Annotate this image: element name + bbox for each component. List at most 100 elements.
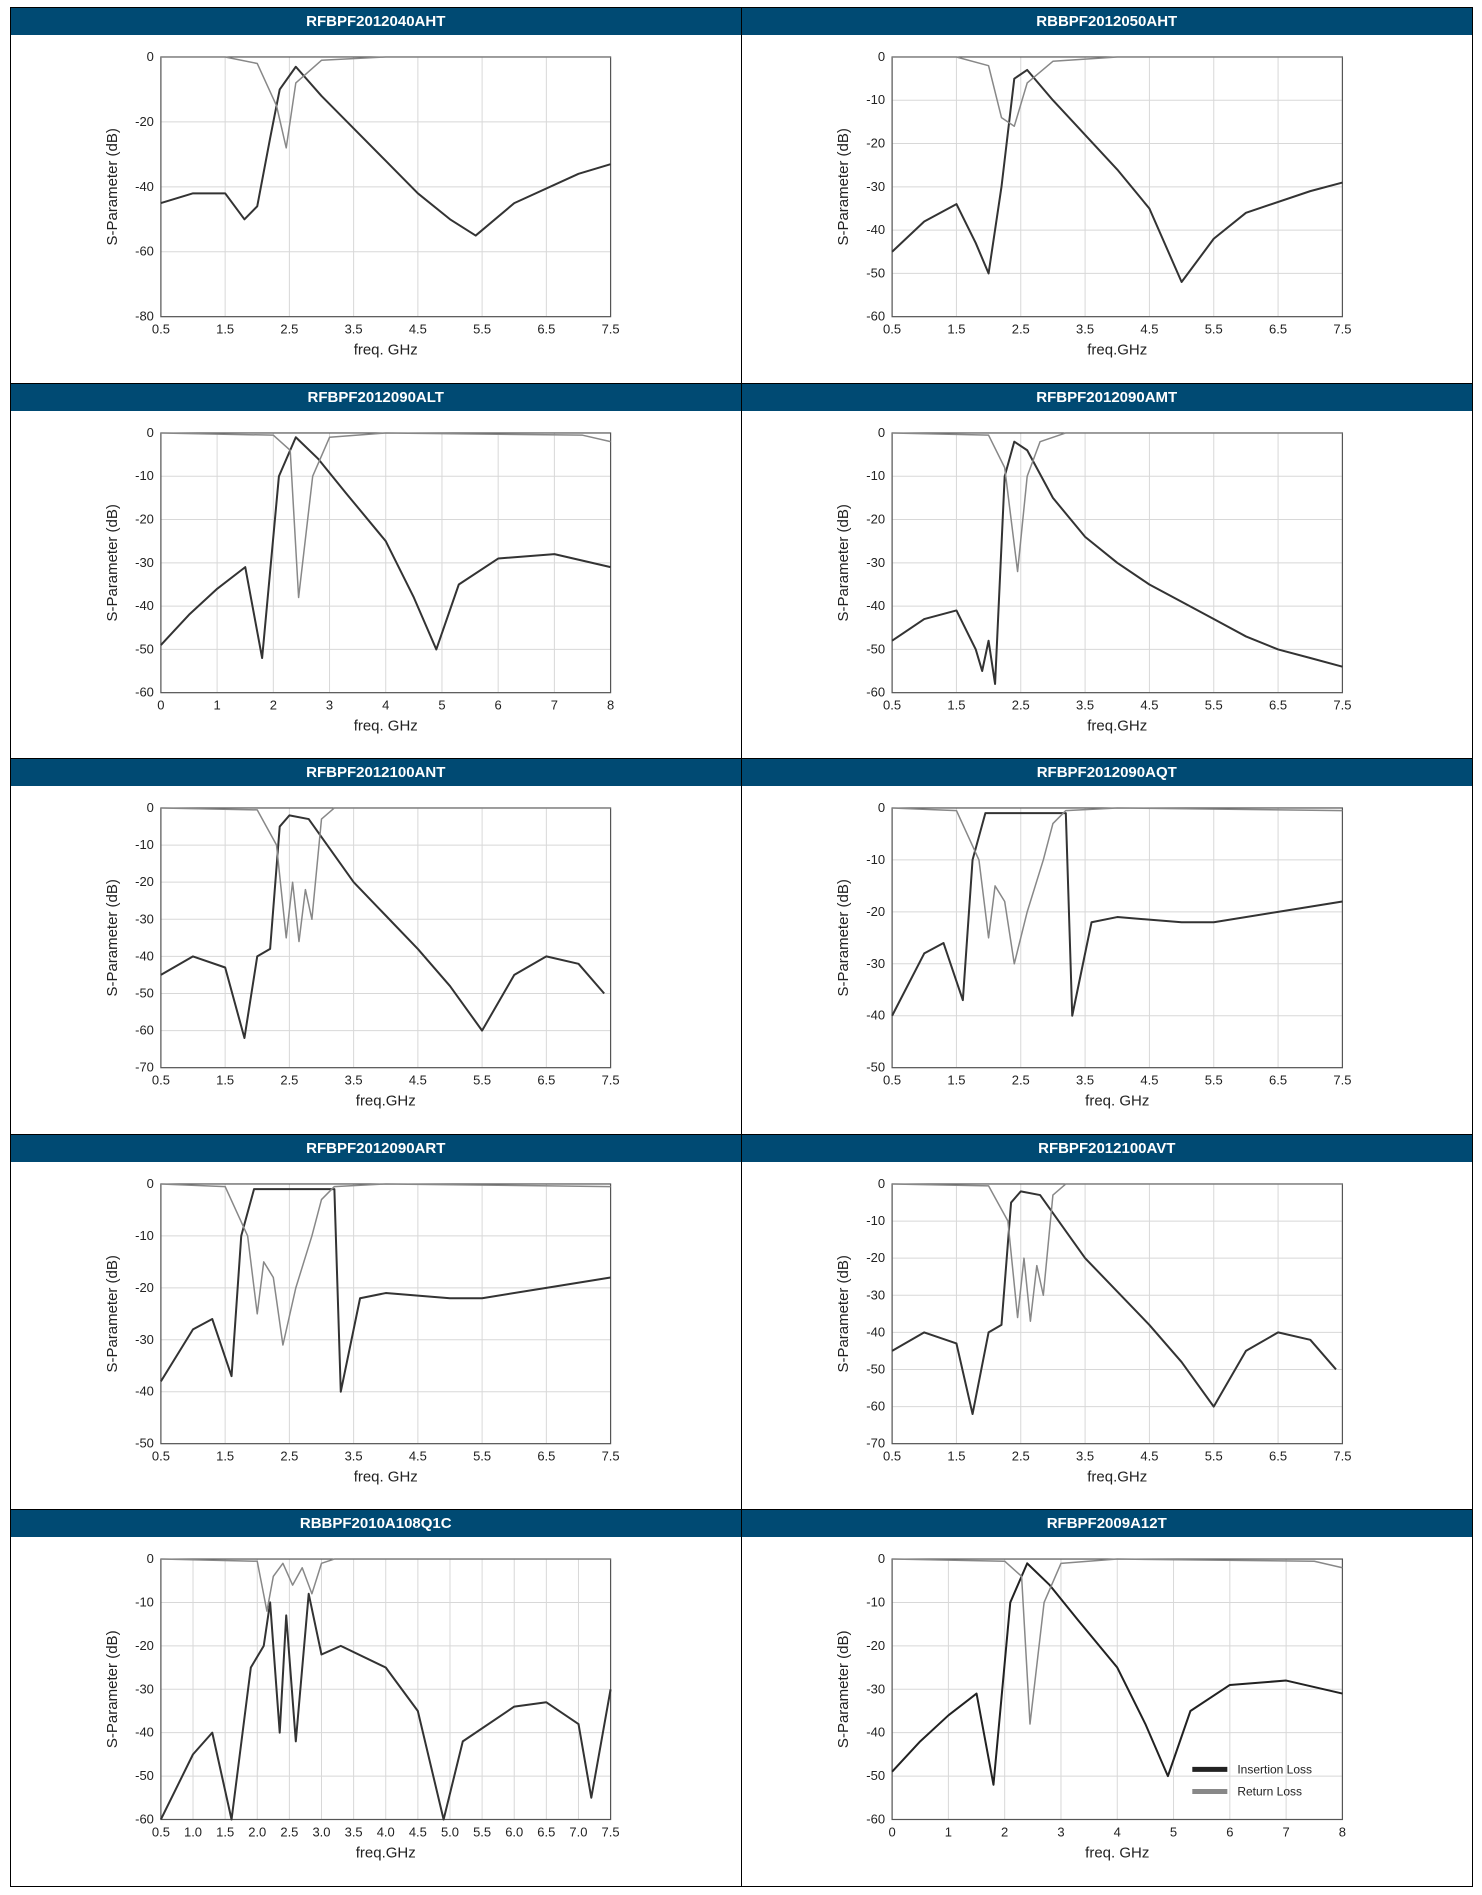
x-tick-label: 5.5 <box>473 1073 491 1088</box>
chart-cell: RFBPF2012090ALT 0 1 2 3 4 5 6 7 8 0 -10 -20 -30 -40 -50… <box>11 383 742 760</box>
x-tick-label: 3.5 <box>1076 1073 1094 1088</box>
x-tick-label: 3 <box>326 697 333 712</box>
y-tick-label: -20 <box>866 904 885 919</box>
x-tick-label: 7 <box>1282 1825 1289 1840</box>
y-tick-label: -10 <box>135 1595 154 1610</box>
chart-title: RFBPF2012040AHT <box>11 8 741 35</box>
y-tick-label: -50 <box>135 986 154 1001</box>
x-tick-label: 4.5 <box>409 1073 427 1088</box>
x-tick-label: 7.5 <box>1333 697 1351 712</box>
chart-title: RFBPF2012100AVT <box>741 1134 1472 1162</box>
s-parameter-chart: 0.5 1.5 2.5 3.5 4.5 5.5 6.5 7.5 0 -20 -40 -60 -80 fre… <box>104 49 620 359</box>
x-tick-label: 7.5 <box>1333 1073 1351 1088</box>
x-tick-label: 6.5 <box>537 1448 555 1463</box>
x-tick-label: 5.5 <box>473 1825 491 1840</box>
x-tick-label: 5.5 <box>473 1448 491 1463</box>
y-tick-label: -20 <box>866 1638 885 1653</box>
chart-cell: RFBPF2012100AVT 0.5 1.5 2.5 3.5 4.5 5.5 6.5 7.5 0… <box>741 1134 1472 1511</box>
y-tick-label: -30 <box>866 1287 885 1302</box>
x-tick-label: 6.5 <box>1269 1073 1287 1088</box>
series-line <box>160 1593 612 1821</box>
x-tick-label: 2.5 <box>1011 322 1029 337</box>
y-tick-label: -40 <box>866 222 885 237</box>
x-tick-label: 1.5 <box>947 1448 965 1463</box>
x-axis-label: freq. GHz <box>354 717 418 734</box>
x-tick-label: 1.5 <box>216 1825 234 1840</box>
y-tick-label: -50 <box>866 1060 885 1075</box>
y-tick-label: -50 <box>135 1768 154 1783</box>
series-line <box>160 65 611 237</box>
plot-frame <box>160 1183 612 1445</box>
s-parameter-chart: 0 1 2 3 4 5 6 7 8 0 -10 -20 -30 -40 -50 -60 freq. GHz S-P… <box>104 425 614 735</box>
x-tick-label: 6.5 <box>537 1073 555 1088</box>
y-tick-label: -30 <box>135 1332 154 1347</box>
x-tick-label: 3.5 <box>345 1448 363 1463</box>
series-line <box>891 1558 1343 1726</box>
chart-title: RFBPF2012090AMT <box>741 383 1472 411</box>
y-tick-label: -50 <box>135 1435 154 1450</box>
x-axis-label: freq. GHz <box>1085 1845 1149 1862</box>
y-tick-label: -60 <box>135 244 154 259</box>
x-tick-label: 0.5 <box>152 1448 170 1463</box>
x-tick-label: 2 <box>270 697 277 712</box>
chart-title: RFBPF2012090AQT <box>741 759 1472 787</box>
x-axis-label: freq. GHz <box>1085 1093 1149 1110</box>
series-line <box>160 807 611 943</box>
chart-title: RBBPF2012050AHT <box>741 8 1472 35</box>
x-tick-label: 3.0 <box>312 1825 330 1840</box>
x-tick-label: 1.5 <box>947 1073 965 1088</box>
y-axis-label: S-Parameter (dB) <box>104 504 121 621</box>
y-tick-label: -50 <box>866 265 885 280</box>
y-tick-label: -40 <box>866 1008 885 1023</box>
x-tick-label: 3.5 <box>345 1825 363 1840</box>
y-tick-label: -30 <box>866 1682 885 1697</box>
x-tick-label: 1.0 <box>184 1825 202 1840</box>
y-tick-label: -20 <box>866 1250 885 1265</box>
y-tick-label: 0 <box>877 1551 884 1566</box>
series-line <box>160 814 605 1040</box>
x-tick-label: 6.5 <box>537 1825 555 1840</box>
y-tick-label: -70 <box>135 1060 154 1075</box>
y-tick-label: -40 <box>866 1725 885 1740</box>
y-tick-label: -60 <box>866 309 885 324</box>
y-tick-label: 0 <box>147 1551 154 1566</box>
chart-cell: RBBPF2012050AHT 0.5 1.5 2.5 3.5 4.5 5.5 6.5 7.5 0… <box>741 8 1472 384</box>
x-tick-label: 5.5 <box>1204 697 1222 712</box>
series-line <box>160 1183 611 1346</box>
x-tick-label: 7.5 <box>1333 322 1351 337</box>
y-tick-label: -10 <box>135 1228 154 1243</box>
x-tick-label: 2 <box>1001 1825 1008 1840</box>
y-tick-label: -60 <box>866 684 885 699</box>
x-tick-label: 0 <box>888 1825 895 1840</box>
y-tick-label: -10 <box>866 468 885 483</box>
x-tick-label: 1 <box>944 1825 951 1840</box>
series-line <box>891 807 1342 965</box>
y-tick-label: -30 <box>135 554 154 569</box>
y-tick-label: -60 <box>866 1398 885 1413</box>
y-tick-label: -40 <box>135 1725 154 1740</box>
y-axis-label: S-Parameter (dB) <box>835 128 852 245</box>
y-tick-label: -30 <box>866 956 885 971</box>
s-parameter-chart: 0.5 1.5 2.5 3.5 4.5 5.5 6.5 7.5 0 -10 -20 -30 -40 -50… <box>835 1176 1351 1486</box>
chart-title: RBBPF2010A108Q1C <box>11 1510 741 1538</box>
x-tick-label: 0.5 <box>883 697 901 712</box>
y-tick-label: -10 <box>866 852 885 867</box>
x-tick-label: 1.5 <box>947 322 965 337</box>
x-tick-label: 7.5 <box>602 322 620 337</box>
x-tick-label: 1.5 <box>216 322 234 337</box>
x-tick-label: 1 <box>213 697 220 712</box>
y-tick-label: -80 <box>135 309 154 324</box>
y-tick-label: -30 <box>135 1682 154 1697</box>
chart-cell: RFBPF2012090AQT 0.5 1.5 2.5 3.5 4.5 5.5 6.5 7.5 0… <box>741 759 1472 1135</box>
x-tick-label: 4.5 <box>409 1825 427 1840</box>
x-tick-label: 4.5 <box>1140 697 1158 712</box>
y-tick-label: -20 <box>866 136 885 151</box>
y-tick-label: -10 <box>135 468 154 483</box>
x-tick-label: 3.5 <box>1076 322 1094 337</box>
x-tick-label: 7.5 <box>602 1073 620 1088</box>
series-line <box>890 1562 1343 1787</box>
x-axis-label: freq.GHz <box>1087 1468 1147 1485</box>
y-tick-label: -60 <box>866 1812 885 1827</box>
y-tick-label: -20 <box>135 1280 154 1295</box>
y-tick-label: -50 <box>866 1768 885 1783</box>
